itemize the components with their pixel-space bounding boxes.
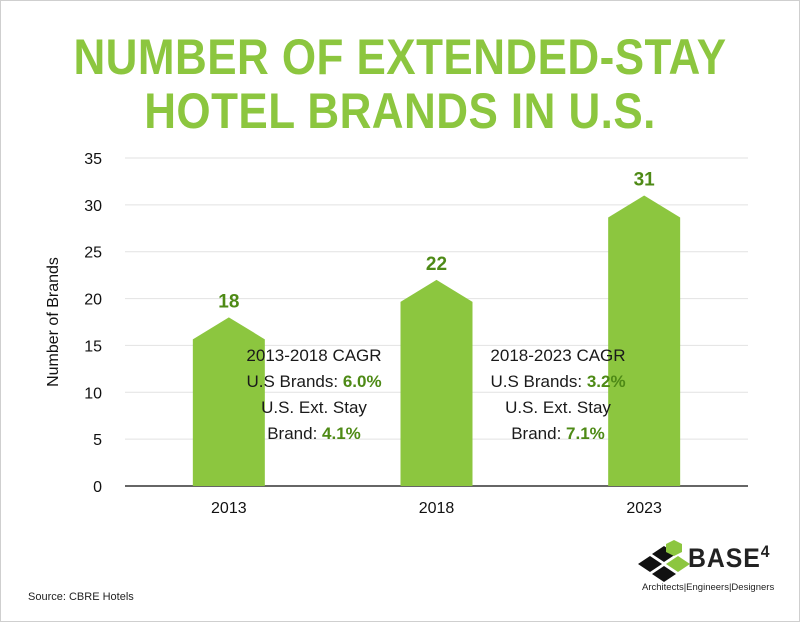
chart-title: NUMBER OF EXTENDED-STAY HOTEL BRANDS IN … bbox=[48, 30, 752, 138]
y-tick-label: 0 bbox=[93, 479, 102, 496]
cagr-annotation-2018-2023: 2018-2023 CAGR U.S Brands: 3.2% U.S. Ext… bbox=[453, 343, 663, 447]
bar-2018 bbox=[400, 279, 473, 486]
cagr-annotation-2013-2018: 2013-2018 CAGR U.S Brands: 6.0% U.S. Ext… bbox=[209, 343, 419, 447]
brands-cagr-value: 3.2% bbox=[586, 372, 626, 391]
cagr-annotation-title: 2013-2018 CAGR bbox=[246, 346, 382, 365]
data-label-2018: 22 bbox=[426, 254, 447, 275]
data-label-2023: 31 bbox=[634, 169, 656, 190]
logo-superscript: 4 bbox=[760, 542, 771, 561]
logo-wordmark: BASE4 bbox=[688, 542, 771, 573]
y-tick-label: 5 bbox=[93, 432, 102, 449]
chart-title-line-1: NUMBER OF EXTENDED-STAY bbox=[73, 29, 727, 85]
ext-stay-brand-value: 4.1% bbox=[322, 424, 361, 443]
cagr-annotation-title: 2018-2023 CAGR bbox=[490, 346, 626, 365]
logo-tagline: Architects|Engineers|Designers bbox=[642, 582, 775, 593]
ext-stay-brand-value: 7.1% bbox=[566, 424, 605, 443]
x-tick-label: 2013 bbox=[211, 500, 247, 517]
data-label-2013: 18 bbox=[218, 291, 239, 312]
base4-logo: BASE4 Architects|Engineers|Designers bbox=[636, 540, 786, 600]
x-tick-label: 2018 bbox=[419, 500, 455, 517]
ext-stay-label: U.S. Ext. Stay bbox=[261, 398, 367, 417]
bar-2013 bbox=[192, 317, 265, 486]
chart-title-line-2: HOTEL BRANDS IN U.S. bbox=[144, 83, 656, 139]
x-tick-label: 2023 bbox=[626, 500, 662, 517]
brands-cagr-label: U.S Brands: bbox=[490, 372, 587, 391]
y-tick-label: 10 bbox=[84, 385, 102, 402]
cube-grid-logo-icon bbox=[638, 540, 690, 582]
y-tick-label: 30 bbox=[84, 198, 102, 215]
brands-cagr-value: 6.0% bbox=[342, 372, 382, 391]
y-tick-label: 15 bbox=[84, 338, 102, 355]
y-axis-title: Number of Brands bbox=[45, 257, 62, 387]
y-tick-label: 20 bbox=[84, 292, 102, 309]
ext-stay-brand-label: Brand: bbox=[511, 424, 567, 443]
brands-cagr-label: U.S Brands: bbox=[246, 372, 343, 391]
y-tick-label: 25 bbox=[84, 245, 102, 262]
ext-stay-brand-label: Brand: bbox=[267, 424, 323, 443]
ext-stay-label: U.S. Ext. Stay bbox=[505, 398, 611, 417]
bar-2023 bbox=[608, 195, 681, 486]
y-tick-label: 35 bbox=[84, 151, 102, 168]
source-note: Source: CBRE Hotels bbox=[28, 591, 134, 603]
